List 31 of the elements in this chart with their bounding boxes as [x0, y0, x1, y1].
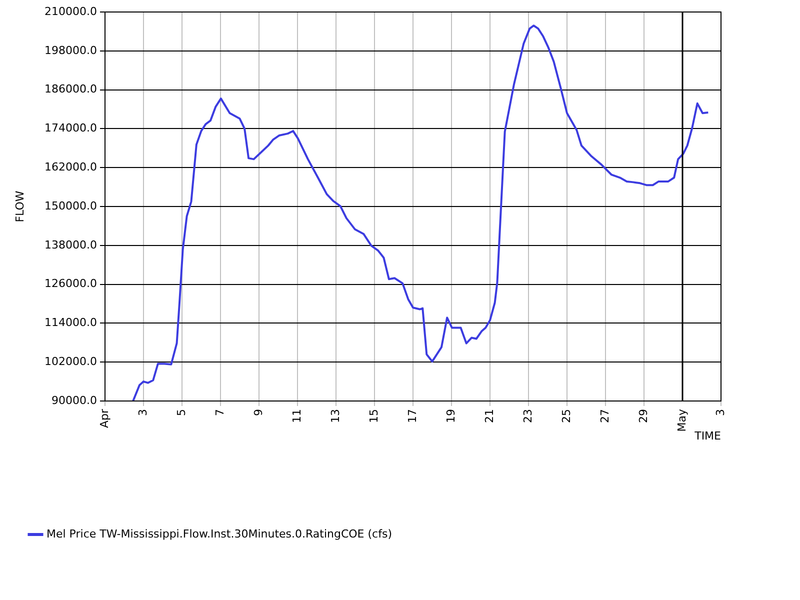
x-tick-label: 5 — [174, 409, 188, 416]
legend-label: Mel Price TW-Mississippi.Flow.Inst.30Minutes.0.RatingCOE (cfs) — [46, 527, 392, 540]
x-tick-label: 19 — [444, 409, 458, 423]
y-tick-label: 114000.0 — [44, 316, 97, 330]
y-tick-label: 186000.0 — [44, 82, 97, 96]
y-tick-label: 90000.0 — [52, 394, 97, 407]
y-tick-label: 150000.0 — [44, 199, 97, 212]
y-axis-title: FLOW — [13, 190, 26, 222]
y-tick-label: 102000.0 — [44, 354, 97, 368]
x-tick-label: 25 — [560, 409, 573, 423]
y-tick-label: 198000.0 — [44, 44, 97, 57]
x-tick-label: 21 — [482, 409, 496, 423]
y-tick-label: 210000.0 — [44, 4, 97, 18]
x-tick-label: 3 — [136, 409, 150, 416]
x-tick-label: 17 — [406, 409, 419, 423]
x-tick-label: 15 — [367, 409, 380, 423]
x-tick-label: 13 — [328, 409, 342, 423]
x-tick-label: 29 — [636, 409, 650, 423]
x-tick-label: 11 — [290, 409, 304, 423]
y-tick-label: 126000.0 — [44, 277, 97, 290]
x-tick-label: May — [675, 408, 688, 432]
x-tick-label: 3 — [714, 409, 727, 416]
x-tick-label: 27 — [598, 409, 612, 423]
y-tick-label: 174000.0 — [44, 122, 97, 135]
x-tick-label: Apr — [98, 408, 111, 428]
y-tick-label: 138000.0 — [44, 238, 97, 252]
x-axis-title: TIME — [694, 429, 722, 442]
x-tick-label: 23 — [521, 409, 534, 423]
x-tick-label: 9 — [252, 409, 265, 416]
y-tick-label: 162000.0 — [44, 160, 97, 174]
x-tick-label: 7 — [213, 409, 226, 416]
